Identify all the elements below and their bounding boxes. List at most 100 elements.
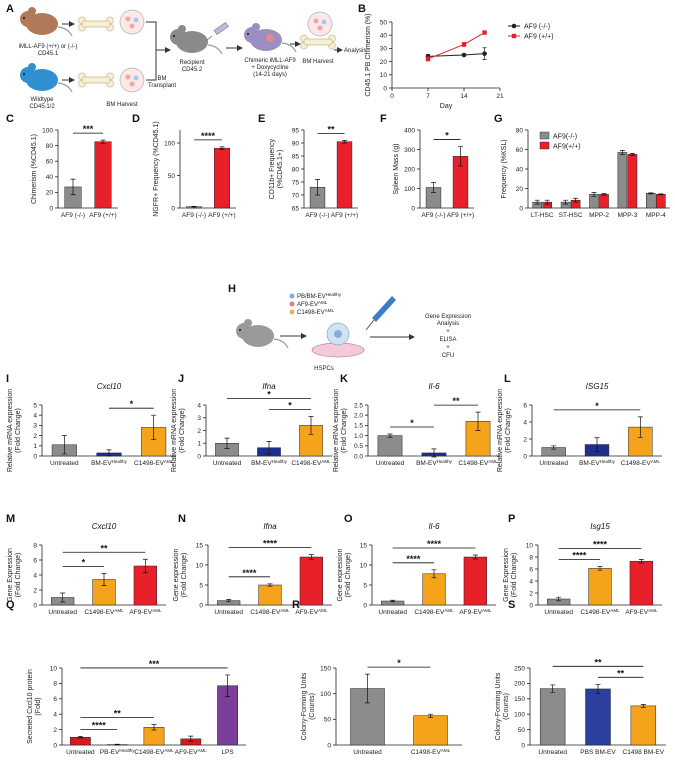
x-tick-label: C1498-EVAML <box>458 459 498 468</box>
error-bar <box>77 736 83 739</box>
error-bar <box>544 199 550 205</box>
bone <box>300 34 336 50</box>
error-bar <box>308 416 314 435</box>
x-tick-label: PBS BM-EV <box>580 749 616 756</box>
y-tick-label: 300 <box>404 147 415 154</box>
x-tick-label: C1498-EVAML <box>414 608 454 617</box>
error-bar <box>151 414 157 441</box>
y-tick-label: 6 <box>53 696 57 703</box>
significance-label: **** <box>92 721 107 731</box>
category: AF9 (+/+) <box>208 212 235 219</box>
chart-title: Il-6 <box>428 522 440 531</box>
panel-letter: N <box>178 513 186 525</box>
point <box>461 52 467 58</box>
category-superscript: Healthy <box>272 459 288 464</box>
y-tick-label: 5 <box>33 402 37 409</box>
panel-letter: A <box>6 3 14 15</box>
error-bar <box>556 596 562 602</box>
legend-swatch <box>539 141 550 150</box>
ev-dot <box>289 301 295 307</box>
chimeric-label: + Doxycycline <box>251 65 289 71</box>
x-tick-label: PB-EVHealthy <box>100 748 136 757</box>
x-tick-label: 7 <box>426 93 430 100</box>
category: Untreated <box>213 460 242 467</box>
error-bar <box>597 566 603 571</box>
error-bar <box>315 179 320 196</box>
chimeric-label: Chimeric iMLL-AF9 <box>244 58 296 64</box>
panel-letter: P <box>508 513 515 525</box>
significance-label: **** <box>263 539 278 549</box>
significance-label: **** <box>201 131 216 141</box>
analysis-label: Analysis <box>344 48 366 54</box>
ev-sup: AML <box>325 308 335 313</box>
x-tick-label: BM-EVHealthy <box>579 459 616 468</box>
x-tick-label: Untreated <box>50 460 79 467</box>
y-tick-label: 4 <box>33 413 37 420</box>
panel-letter: O <box>344 513 353 525</box>
y-tick-label: 1 <box>33 443 37 450</box>
category: BM-EV <box>579 460 600 467</box>
y-tick-label: 0 <box>383 85 387 92</box>
error-bar <box>219 146 225 150</box>
y-tick-label: 4 <box>53 712 57 719</box>
y-tick-label: 65 <box>292 205 300 212</box>
x-tick-label: LT-HSC <box>531 212 554 219</box>
ev-name: C1498-EV <box>297 310 325 316</box>
category: AF9-EV <box>625 609 648 616</box>
significance-label: * <box>130 399 134 409</box>
bar <box>617 152 628 209</box>
error-bar <box>342 140 347 144</box>
y-tick-label: 4 <box>529 578 533 585</box>
y-tick-label: 8 <box>33 542 37 549</box>
legend-marker <box>511 33 517 39</box>
readout: Gene Expression <box>425 314 471 320</box>
panel-letter: C <box>6 113 14 125</box>
significance-label: * <box>595 401 599 411</box>
category-superscript: AML <box>152 608 162 613</box>
chimera-spot <box>266 34 274 42</box>
bar <box>629 560 653 606</box>
significance-label: ** <box>617 668 625 678</box>
y-axis-label: Relative mRNA expression <box>333 389 340 472</box>
y-axis-label: (Fold Change) <box>345 553 352 598</box>
y-tick-label: 6 <box>523 402 527 409</box>
category: BM-EV <box>416 460 437 467</box>
x-tick-label: 21 <box>496 93 504 100</box>
point <box>482 30 487 35</box>
x-tick-label: Untreated <box>214 609 243 616</box>
bone <box>78 72 114 88</box>
x-tick-label: MPP-2 <box>589 212 609 219</box>
category: PB-EV <box>100 749 120 756</box>
y-tick-label: 8 <box>53 681 57 688</box>
panel-letter: M <box>6 513 15 525</box>
chart-title: Il-6 <box>428 382 440 391</box>
y-tick-label: 0 <box>411 205 415 212</box>
donor-label: iMLL-AF9 (+/+) or (-/-) <box>19 44 78 50</box>
bar <box>646 193 656 209</box>
y-tick-label: 100 <box>42 127 53 134</box>
category-superscript: AML <box>482 608 492 613</box>
category-superscript: Healthy <box>112 459 128 464</box>
panel-letter: S <box>508 599 515 611</box>
x-tick-label: C1498 BM-EV <box>623 749 665 756</box>
y-tick-label: 200 <box>514 681 525 688</box>
error-bar <box>114 743 120 746</box>
significance-label: **** <box>593 540 608 550</box>
category: AF9-EV <box>129 609 152 616</box>
ev-sup: Healthy <box>326 292 342 297</box>
category: C1498-EV <box>580 609 611 616</box>
y-axis-label: (Fold Change) <box>181 553 188 598</box>
y-tick-label: 0 <box>53 742 57 749</box>
bar <box>539 688 566 746</box>
error-bar <box>638 559 644 564</box>
category: Untreated <box>353 749 382 756</box>
chart-title: Isg15 <box>590 522 610 531</box>
category: AF9 (+/+) <box>331 212 358 219</box>
y-tick-label: 20 <box>380 59 388 66</box>
y-tick-label: 0 <box>523 453 527 460</box>
error-bar <box>431 569 437 579</box>
y-tick-label: 10 <box>360 562 368 569</box>
bar <box>588 568 612 606</box>
recipient-label: CD45.2 <box>182 67 203 73</box>
